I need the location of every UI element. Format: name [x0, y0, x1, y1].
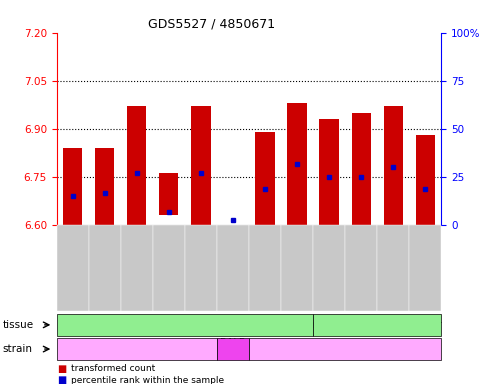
Text: percentile rank within the sample: percentile rank within the sample	[71, 376, 225, 384]
Bar	[255, 132, 275, 225]
Text: ■: ■	[57, 375, 66, 384]
Bar	[352, 113, 371, 225]
Bar	[409, 225, 441, 311]
Text: GDS5527 / 4850671: GDS5527 / 4850671	[148, 17, 275, 30]
Bar	[121, 225, 153, 311]
Bar	[191, 106, 211, 225]
Bar	[159, 174, 178, 215]
Bar	[217, 225, 249, 311]
Bar	[57, 225, 89, 311]
Bar	[319, 119, 339, 225]
Bar	[377, 225, 409, 311]
Bar	[127, 106, 146, 225]
Bar	[281, 225, 313, 311]
Text: BALB
/c: BALB /c	[220, 338, 246, 360]
Text: ■: ■	[57, 364, 66, 374]
Text: A/J: A/J	[131, 344, 143, 354]
Bar	[89, 225, 121, 311]
Text: control: control	[168, 320, 202, 330]
Text: tissue: tissue	[2, 320, 34, 330]
Bar	[153, 225, 185, 311]
Bar	[313, 314, 441, 336]
Bar	[217, 338, 249, 360]
Bar	[63, 148, 82, 225]
Bar	[345, 225, 377, 311]
Bar	[384, 106, 403, 225]
Text: A/J: A/J	[339, 344, 352, 354]
Bar	[249, 338, 441, 360]
Bar	[57, 338, 217, 360]
Text: strain: strain	[2, 344, 33, 354]
Bar	[287, 103, 307, 225]
Text: rhabdomyosarcoma tumor: rhabdomyosarcoma tumor	[312, 320, 442, 330]
Bar	[313, 225, 345, 311]
Bar	[223, 221, 243, 222]
Bar	[95, 148, 114, 225]
Bar	[57, 314, 313, 336]
Bar	[249, 225, 281, 311]
Bar	[416, 135, 435, 225]
Bar	[185, 225, 217, 311]
Text: transformed count: transformed count	[71, 364, 156, 373]
